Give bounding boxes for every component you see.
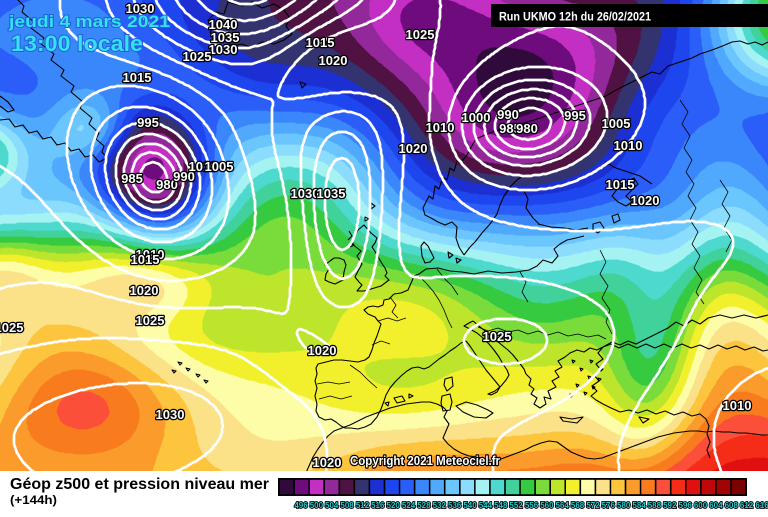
svg-text:504: 504: [325, 501, 339, 510]
svg-text:512: 512: [356, 501, 370, 510]
svg-text:980: 980: [156, 177, 178, 192]
svg-text:1025: 1025: [483, 329, 512, 344]
svg-text:576: 576: [602, 501, 616, 510]
svg-text:(+144h): (+144h): [10, 493, 57, 507]
svg-text:592: 592: [663, 501, 677, 510]
svg-text:1030: 1030: [156, 407, 185, 422]
svg-text:580: 580: [617, 501, 631, 510]
svg-text:1035: 1035: [211, 30, 240, 45]
svg-text:Géop z500 et pression niveau m: Géop z500 et pression niveau mer: [10, 476, 269, 493]
svg-text:616: 616: [755, 501, 768, 510]
svg-text:1005: 1005: [205, 159, 234, 174]
svg-text:548: 548: [494, 501, 508, 510]
svg-text:544: 544: [479, 501, 493, 510]
svg-text:1010: 1010: [614, 138, 643, 153]
svg-text:1025: 1025: [183, 49, 212, 64]
svg-text:560: 560: [540, 501, 554, 510]
svg-text:1025: 1025: [406, 27, 435, 42]
svg-text:596: 596: [679, 501, 693, 510]
svg-text:540: 540: [463, 501, 477, 510]
svg-text:1010: 1010: [426, 120, 455, 135]
svg-text:572: 572: [586, 501, 600, 510]
svg-text:1030: 1030: [291, 186, 320, 201]
svg-text:1010: 1010: [136, 247, 165, 262]
svg-text:608: 608: [725, 501, 739, 510]
svg-text:588: 588: [648, 501, 662, 510]
svg-text:532: 532: [433, 501, 447, 510]
svg-text:1020: 1020: [631, 193, 660, 208]
svg-text:584: 584: [632, 501, 646, 510]
svg-text:1025: 1025: [136, 313, 165, 328]
svg-text:1020: 1020: [130, 283, 159, 298]
svg-text:604: 604: [709, 501, 723, 510]
svg-text:524: 524: [402, 501, 416, 510]
svg-text:1010: 1010: [189, 159, 218, 174]
svg-text:600: 600: [694, 501, 708, 510]
svg-text:Copyright 2021 Meteociel.fr: Copyright 2021 Meteociel.fr: [350, 454, 500, 468]
svg-text:568: 568: [571, 501, 585, 510]
svg-text:1020: 1020: [308, 343, 337, 358]
svg-text:556: 556: [525, 501, 539, 510]
svg-text:13:00 locale: 13:00 locale: [11, 31, 143, 56]
svg-text:985: 985: [121, 171, 143, 186]
svg-text:985: 985: [499, 121, 521, 136]
svg-text:500: 500: [310, 501, 324, 510]
svg-text:980: 980: [516, 121, 538, 136]
svg-text:1020: 1020: [319, 53, 348, 68]
svg-text:552: 552: [509, 501, 523, 510]
svg-text:1025: 1025: [0, 320, 23, 335]
svg-text:Run UKMO 12h du 26/02/2021: Run UKMO 12h du 26/02/2021: [499, 12, 652, 24]
svg-text:1015: 1015: [606, 177, 635, 192]
svg-text:1020: 1020: [399, 141, 428, 156]
svg-text:496: 496: [294, 501, 308, 510]
svg-text:1020: 1020: [313, 455, 342, 470]
svg-text:1030: 1030: [126, 1, 155, 16]
svg-text:1015: 1015: [123, 70, 152, 85]
svg-text:990: 990: [497, 107, 519, 122]
svg-text:990: 990: [173, 169, 195, 184]
svg-text:612: 612: [740, 501, 754, 510]
svg-text:995: 995: [137, 115, 159, 130]
svg-text:564: 564: [556, 501, 570, 510]
svg-text:1000: 1000: [462, 110, 491, 125]
svg-text:995: 995: [564, 108, 586, 123]
svg-text:528: 528: [417, 501, 431, 510]
svg-text:516: 516: [371, 501, 385, 510]
svg-text:1010: 1010: [723, 398, 752, 413]
svg-text:508: 508: [340, 501, 354, 510]
svg-text:536: 536: [448, 501, 462, 510]
svg-text:1035: 1035: [317, 186, 346, 201]
svg-text:520: 520: [387, 501, 401, 510]
svg-text:1005: 1005: [602, 116, 631, 131]
svg-text:1040: 1040: [209, 17, 238, 32]
svg-text:1015: 1015: [131, 252, 160, 267]
svg-text:1030: 1030: [209, 42, 238, 57]
svg-text:jeudi 4 mars 2021: jeudi 4 mars 2021: [8, 13, 170, 31]
svg-text:1015: 1015: [306, 35, 335, 50]
